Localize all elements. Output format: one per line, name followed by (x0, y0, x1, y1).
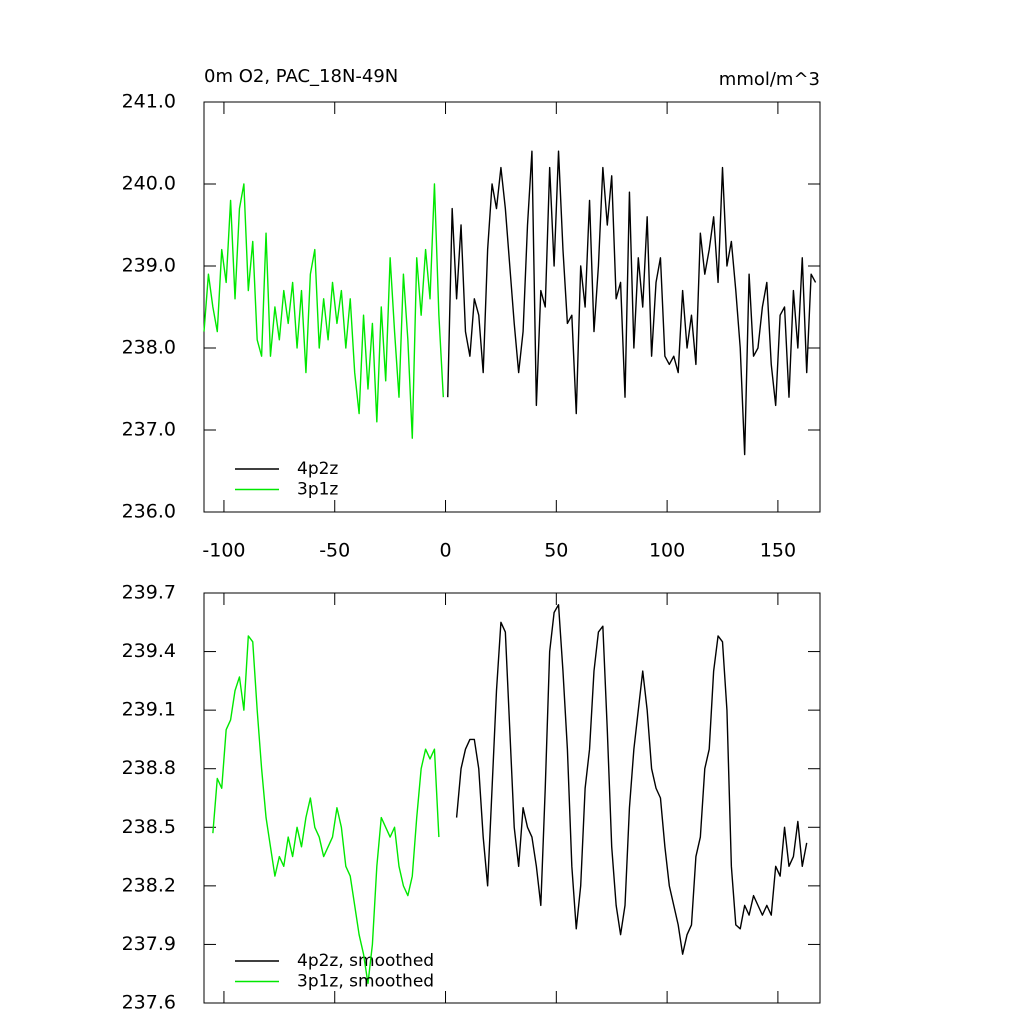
chart-title: 0m O2, PAC_18N-49N (204, 66, 398, 87)
y-tick-label: 238.2 (122, 874, 176, 896)
plot-frame (203, 101, 821, 513)
y-tick-label: 241.0 (122, 91, 176, 113)
legend-label: 4p2z, smoothed (297, 951, 434, 971)
y-tick-label: 238.0 (122, 337, 176, 359)
data-line (212, 635, 440, 985)
data-line (203, 183, 445, 439)
y-tick-label: 239.7 (122, 582, 176, 604)
y-tick-label: 238.5 (122, 816, 176, 838)
legend-label: 3p1z (297, 480, 338, 500)
y-tick-label: 236.0 (122, 501, 176, 523)
x-tick-label: 0 (439, 540, 451, 562)
y-tick-label: 239.1 (122, 699, 176, 721)
y-tick-label: 239.0 (122, 255, 176, 277)
x-tick-label: 100 (649, 540, 685, 562)
y-tick-label: 237.6 (122, 992, 176, 1014)
legend-label: 4p2z (297, 459, 338, 479)
y-tick-label: 240.0 (122, 173, 176, 195)
x-tick-label: -50 (319, 540, 350, 562)
x-tick-label: 50 (544, 540, 568, 562)
x-tick-label: -100 (202, 540, 245, 562)
y-tick-label: 239.4 (122, 640, 176, 662)
plot-frame (203, 592, 821, 1004)
legend-label: 3p1z, smoothed (297, 972, 434, 992)
y-tick-label: 237.0 (122, 419, 176, 441)
data-line (455, 604, 808, 955)
x-tick-label: 150 (760, 540, 796, 562)
y-tick-label: 238.8 (122, 757, 176, 779)
y-tick-label: 237.9 (122, 933, 176, 955)
data-line (447, 150, 817, 456)
units-label: mmol/m^3 (719, 69, 820, 90)
